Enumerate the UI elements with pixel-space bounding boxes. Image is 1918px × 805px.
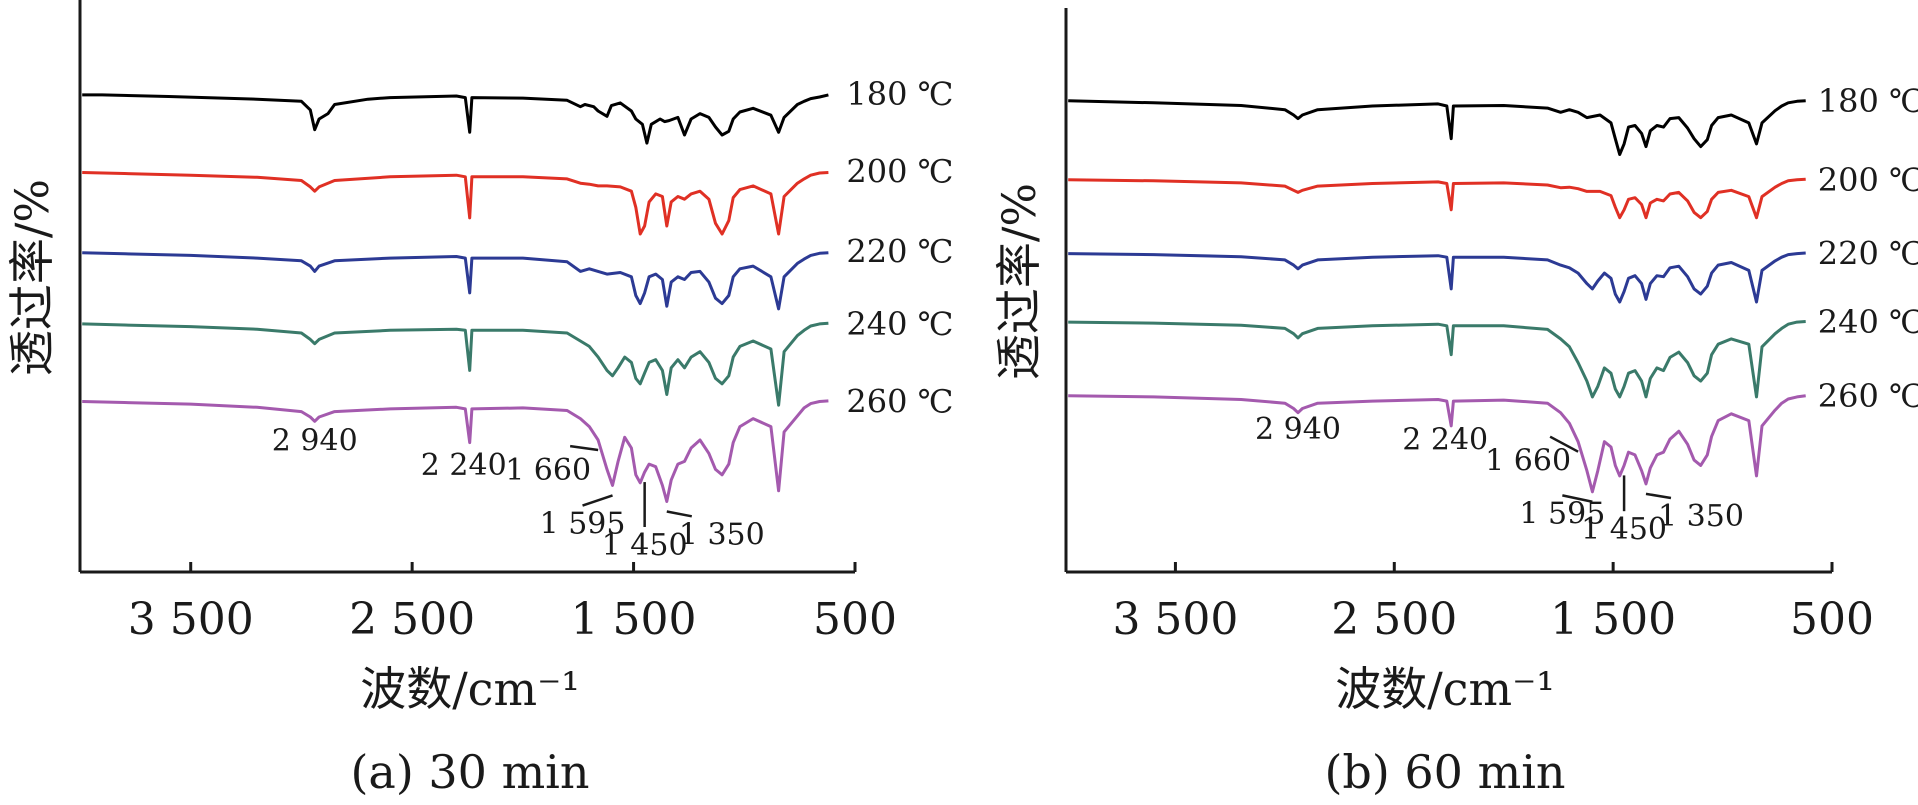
peak-annotation: 1 660	[505, 453, 591, 488]
series-line-240C	[82, 321, 829, 407]
peak-annotation: 2 940	[1255, 412, 1341, 447]
y-axis-title: 透过率/%	[992, 183, 1046, 380]
series-label: 240 ℃	[846, 305, 953, 343]
x-tick-label: 1 500	[571, 594, 697, 645]
series-label: 220 ℃	[1818, 235, 1918, 273]
x-tick-label: 3 500	[128, 594, 254, 645]
annotation-leader	[1562, 494, 1593, 503]
annotation-leader	[1549, 435, 1579, 453]
x-axis-title: 波数/cm⁻¹	[360, 662, 580, 716]
peak-annotation: 1 595	[1519, 496, 1605, 531]
panel-b-60min: 3 500 2 500 1 500 500 波数/cm⁻¹ (b) 60 min 透过率/%…	[992, 8, 1918, 799]
y-axis-title: 透过率/%	[5, 179, 59, 376]
series-label: 200 ℃	[846, 152, 953, 190]
peak-annotation: 2 240	[421, 448, 507, 483]
peak-annotation: 2 940	[272, 424, 358, 459]
series-line-220C	[1068, 251, 1806, 304]
series-line-200C	[1068, 177, 1806, 220]
panel-a-30min: 3 500 2 500 1 500 500 波数/cm⁻¹ (a) 30 min 透过率/%…	[5, 0, 953, 799]
annotation-leader	[569, 444, 599, 452]
series-label: 260 ℃	[846, 383, 953, 421]
series-label: 240 ℃	[1818, 303, 1918, 341]
x-tick-label: 500	[1790, 594, 1874, 645]
peak-annotation: 1 450	[1581, 512, 1667, 547]
series-label: 220 ℃	[846, 233, 953, 271]
peak-annotation: 1 595	[540, 507, 626, 542]
series-line-180C	[82, 93, 829, 145]
series-line-220C	[82, 251, 829, 311]
x-tick-label: 2 500	[349, 594, 475, 645]
series-label: 200 ℃	[1818, 161, 1918, 199]
panel-caption: (a) 30 min	[350, 745, 589, 799]
series-label: 180 ℃	[846, 75, 953, 113]
peak-annotation: 1 350	[1658, 499, 1744, 534]
series-line-240C	[1068, 320, 1806, 399]
series-line-200C	[82, 171, 829, 236]
annotation-leader	[1645, 492, 1672, 500]
peak-annotation: 2 240	[1402, 423, 1488, 458]
series-label: 260 ℃	[1818, 377, 1918, 415]
annotation-leader	[582, 494, 613, 507]
x-tick-label: 1 500	[1550, 594, 1676, 645]
peak-annotation: 1 660	[1485, 444, 1571, 479]
x-axis-title: 波数/cm⁻¹	[1335, 662, 1555, 716]
series-line-260C	[82, 399, 829, 503]
series-line-180C	[1068, 99, 1806, 156]
series-line-260C	[1068, 394, 1806, 494]
peak-annotation: 1 350	[679, 517, 765, 552]
x-tick-label: 3 500	[1112, 594, 1238, 645]
x-tick-label: 500	[813, 594, 897, 645]
annotation-leader	[666, 510, 693, 518]
series-label: 180 ℃	[1818, 82, 1918, 120]
x-tick-label: 2 500	[1331, 594, 1457, 645]
peak-annotation: 1 450	[602, 528, 688, 563]
panel-caption: (b) 60 min	[1324, 745, 1565, 799]
